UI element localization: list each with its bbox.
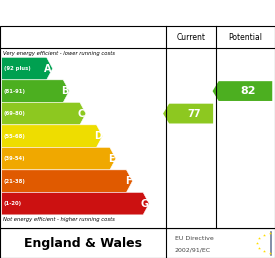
Text: Potential: Potential: [229, 33, 262, 42]
Text: Energy Efficiency Rating: Energy Efficiency Rating: [8, 6, 192, 20]
Text: (21-38): (21-38): [4, 179, 26, 184]
Text: B: B: [61, 86, 68, 96]
Polygon shape: [2, 57, 53, 80]
Polygon shape: [2, 170, 133, 192]
Polygon shape: [2, 80, 69, 102]
Text: EU Directive: EU Directive: [175, 236, 213, 241]
Polygon shape: [2, 102, 86, 125]
Text: (1-20): (1-20): [4, 201, 22, 206]
Text: F: F: [125, 176, 132, 186]
Text: 82: 82: [240, 86, 256, 96]
Text: C: C: [78, 109, 85, 119]
Text: 2002/91/EC: 2002/91/EC: [175, 247, 211, 252]
Text: Not energy efficient - higher running costs: Not energy efficient - higher running co…: [3, 217, 115, 222]
Text: Very energy efficient - lower running costs: Very energy efficient - lower running co…: [3, 51, 115, 56]
Text: (39-54): (39-54): [4, 156, 26, 161]
Text: D: D: [94, 131, 102, 141]
Polygon shape: [163, 104, 213, 124]
Text: (69-80): (69-80): [4, 111, 26, 116]
Text: E: E: [108, 154, 115, 164]
Text: G: G: [140, 199, 148, 209]
Text: A: A: [44, 63, 52, 74]
Polygon shape: [213, 81, 272, 101]
Text: Current: Current: [177, 33, 206, 42]
Polygon shape: [2, 125, 103, 147]
Polygon shape: [2, 147, 116, 170]
Text: England & Wales: England & Wales: [24, 237, 142, 249]
Polygon shape: [2, 192, 149, 215]
Bar: [270, 231, 271, 255]
Text: (92 plus): (92 plus): [4, 66, 31, 71]
Text: 77: 77: [187, 109, 201, 119]
Text: (81-91): (81-91): [4, 88, 26, 94]
Text: (55-68): (55-68): [4, 134, 26, 139]
